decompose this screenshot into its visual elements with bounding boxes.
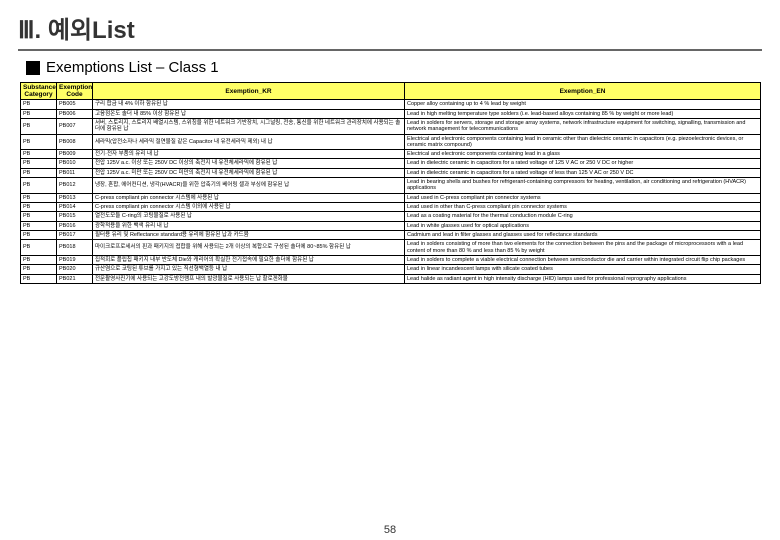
table-row: PBPB017필터용 유리 및 Reflectance standard용 유리… [21, 230, 761, 239]
cell-category: PB [21, 212, 57, 221]
cell-kr: 전압 125V a.c. 미만 또는 250V DC 미만의 축전지 내 유전체… [93, 168, 405, 177]
cell-category: PB [21, 240, 57, 256]
cell-code: PB011 [57, 168, 93, 177]
cell-category: PB [21, 100, 57, 109]
cell-en: Lead in bearing shells and bushes for re… [405, 178, 761, 194]
cell-en: Lead as a coating material for the therm… [405, 212, 761, 221]
col-header-en: Exemption_EN [405, 83, 761, 100]
table-row: PBPB019집적회로 플립칩 패키지 내부 반도체 Die와 캐리어의 확실한… [21, 255, 761, 264]
cell-category: PB [21, 159, 57, 168]
cell-kr: 필터용 유리 및 Reflectance standard용 유리에 함유된 납… [93, 230, 405, 239]
cell-kr: C-press compliant pin connector 시스템에 사용된… [93, 193, 405, 202]
cell-code: PB019 [57, 255, 93, 264]
table-row: PBPB013C-press compliant pin connector 시… [21, 193, 761, 202]
title-rule [18, 49, 762, 51]
cell-category: PB [21, 203, 57, 212]
cell-en: Lead used in C-press compliant pin conne… [405, 193, 761, 202]
cell-category: PB [21, 255, 57, 264]
table-row: PBPB016광학적용을 위한 백색 유리 내 납Lead in white g… [21, 221, 761, 230]
cell-kr: 전문촬영사진기에 사용되는 고강도방전램프 내의 발광물질로 사용되는 납 할로… [93, 274, 405, 283]
table-row: PBPB018마이크로프로세서의 핀과 패키지의 접합을 위해 사용되는 2개 … [21, 240, 761, 256]
cell-category: PB [21, 274, 57, 283]
page-title: Ⅲ. 예외List [0, 0, 780, 47]
cell-category: PB [21, 265, 57, 274]
cell-category: PB [21, 193, 57, 202]
cell-en: Lead in dielectric ceramic in capacitors… [405, 168, 761, 177]
cell-code: PB006 [57, 109, 93, 118]
cell-code: PB007 [57, 118, 93, 134]
cell-code: PB008 [57, 134, 93, 150]
cell-code: PB016 [57, 221, 93, 230]
cell-en: Copper alloy containing up to 4 % lead b… [405, 100, 761, 109]
cell-kr: 전기·전자 부품의 유리 내 납 [93, 150, 405, 159]
table-row: PBPB009전기·전자 부품의 유리 내 납Electrical and el… [21, 150, 761, 159]
cell-code: PB017 [57, 230, 93, 239]
cell-en: Lead in linear incandescent lamps with s… [405, 265, 761, 274]
cell-category: PB [21, 230, 57, 239]
cell-kr: 열전도모듈 C-ring의 코팅물질로 사용된 납 [93, 212, 405, 221]
cell-en: Lead in dielectric ceramic in capacitors… [405, 159, 761, 168]
cell-code: PB021 [57, 274, 93, 283]
col-header-code: Exemption Code [57, 83, 93, 100]
subtitle: Exemptions List – Class 1 [46, 59, 219, 76]
table-row: PBPB012냉장, 혼합, 에어컨디션, 냉각(HVACR)을 위한 압축기의… [21, 178, 761, 194]
cell-en: Lead in high melting temperature type so… [405, 109, 761, 118]
cell-code: PB005 [57, 100, 93, 109]
cell-kr: 세라믹(압전소자나 세라믹 절연물질 같은 Capacitor 내 유전세라믹 … [93, 134, 405, 150]
col-header-category: Substance Category [21, 83, 57, 100]
cell-category: PB [21, 168, 57, 177]
cell-kr: 집적회로 플립칩 패키지 내부 반도체 Die와 캐리어의 확실한 전기접속에 … [93, 255, 405, 264]
page-number: 58 [384, 524, 396, 536]
cell-category: PB [21, 134, 57, 150]
bullet-square-icon [26, 61, 40, 75]
cell-kr: 마이크로프로세서의 핀과 패키지의 접합을 위해 사용되는 2개 이상의 복합으… [93, 240, 405, 256]
cell-en: Lead used in other than C-press complian… [405, 203, 761, 212]
cell-code: PB018 [57, 240, 93, 256]
cell-kr: 광학적용을 위한 백색 유리 내 납 [93, 221, 405, 230]
cell-en: Lead in solders for servers, storage and… [405, 118, 761, 134]
cell-en: Electrical and electronic components con… [405, 150, 761, 159]
table-row: PBPB010전압 125V a.c. 이상 또는 250V DC 이상의 축전… [21, 159, 761, 168]
cell-category: PB [21, 150, 57, 159]
cell-en: Lead in white glasses used for optical a… [405, 221, 761, 230]
table-row: PBPB020규산염으로 코팅된 튜브를 가지고 있는 직선형백열등 내 납Le… [21, 265, 761, 274]
table-row: PBPB008세라믹(압전소자나 세라믹 절연물질 같은 Capacitor 내… [21, 134, 761, 150]
cell-en: Cadmium and lead in filter glasses and g… [405, 230, 761, 239]
cell-kr: 냉장, 혼합, 에어컨디션, 냉각(HVACR)을 위한 압축기의 베어링 셸과… [93, 178, 405, 194]
exemptions-table: Substance Category Exemption Code Exempt… [20, 82, 761, 284]
cell-category: PB [21, 109, 57, 118]
table-row: PBPB011전압 125V a.c. 미만 또는 250V DC 미만의 축전… [21, 168, 761, 177]
cell-code: PB014 [57, 203, 93, 212]
table-row: PBPB006고융점온도 솔더 내 85% 이상 함유된 납Lead in hi… [21, 109, 761, 118]
cell-code: PB009 [57, 150, 93, 159]
cell-kr: 구리 합금 내 4% 이하 함유된 납 [93, 100, 405, 109]
cell-kr: C-press compliant pin connector 시스템 이외에 … [93, 203, 405, 212]
cell-en: Electrical and electronic components con… [405, 134, 761, 150]
cell-code: PB013 [57, 193, 93, 202]
table-row: PBPB007서버, 스토리지, 스토리지 배열시스템, 스위칭을 위한 네트워… [21, 118, 761, 134]
table-head: Substance Category Exemption Code Exempt… [21, 83, 761, 100]
cell-en: Lead in solders consisting of more than … [405, 240, 761, 256]
cell-kr: 전압 125V a.c. 이상 또는 250V DC 이상의 축전지 내 유전체… [93, 159, 405, 168]
cell-en: Lead halide as radiant agent in high int… [405, 274, 761, 283]
table-row: PBPB021전문촬영사진기에 사용되는 고강도방전램프 내의 발광물질로 사용… [21, 274, 761, 283]
cell-en: Lead in solders to complete a viable ele… [405, 255, 761, 264]
cell-category: PB [21, 221, 57, 230]
col-header-kr: Exemption_KR [93, 83, 405, 100]
cell-code: PB010 [57, 159, 93, 168]
cell-category: PB [21, 118, 57, 134]
cell-kr: 규산염으로 코팅된 튜브를 가지고 있는 직선형백열등 내 납 [93, 265, 405, 274]
cell-code: PB020 [57, 265, 93, 274]
table-row: PBPB014C-press compliant pin connector 시… [21, 203, 761, 212]
cell-kr: 고융점온도 솔더 내 85% 이상 함유된 납 [93, 109, 405, 118]
cell-code: PB015 [57, 212, 93, 221]
cell-category: PB [21, 178, 57, 194]
table-body: PBPB005구리 합금 내 4% 이하 함유된 납Copper alloy c… [21, 100, 761, 284]
cell-kr: 서버, 스토리지, 스토리지 배열시스템, 스위칭을 위한 네트워크 기반장치,… [93, 118, 405, 134]
subtitle-row: Exemptions List – Class 1 [0, 59, 780, 82]
cell-code: PB012 [57, 178, 93, 194]
table-row: PBPB005구리 합금 내 4% 이하 함유된 납Copper alloy c… [21, 100, 761, 109]
table-row: PBPB015열전도모듈 C-ring의 코팅물질로 사용된 납Lead as … [21, 212, 761, 221]
